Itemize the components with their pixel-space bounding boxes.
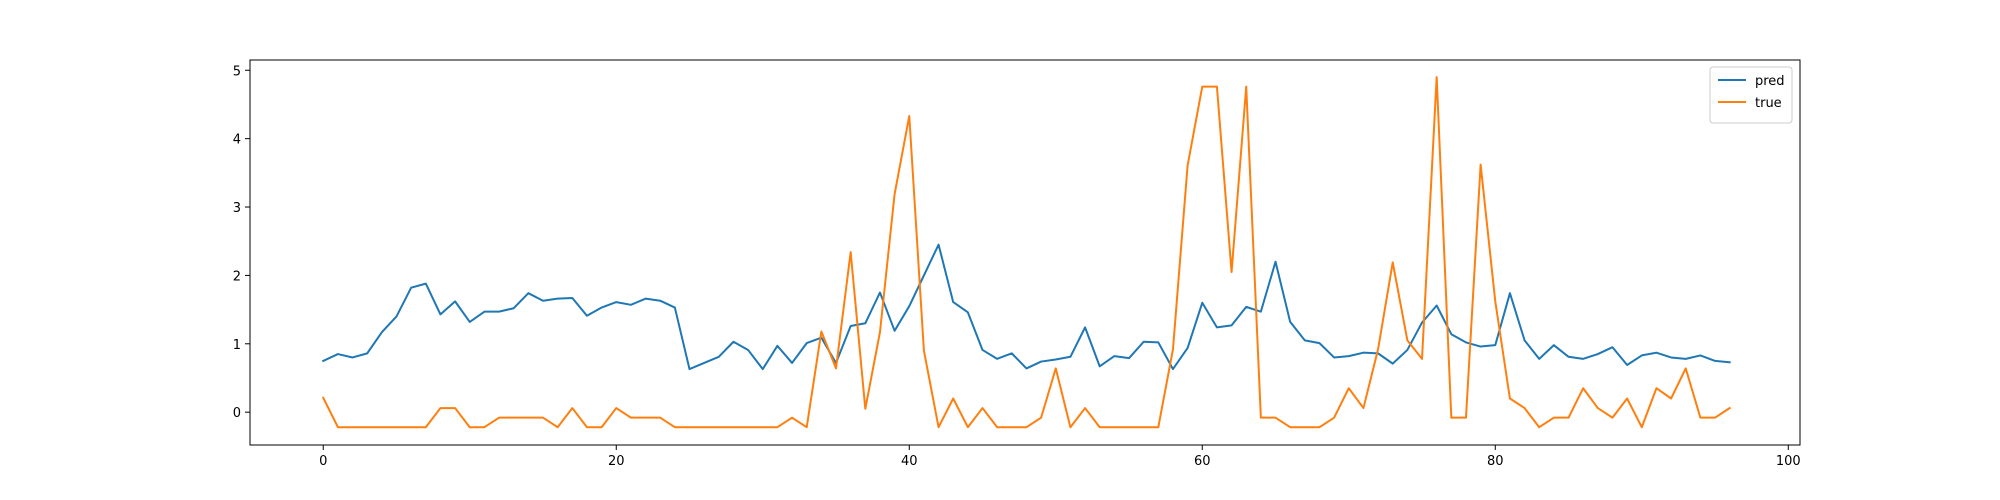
x-tick-label: 20 [608,454,625,469]
series-layer [321,76,1732,429]
y-tick-label: 2 [233,269,241,284]
x-tick-label: 60 [1194,454,1211,469]
y-tick-label: 0 [233,406,241,421]
y-axis: 0 1 2 3 4 5 [233,64,250,421]
x-tick-label: 0 [319,454,327,469]
legend: pred true [1709,66,1793,124]
y-tick-label: 1 [233,338,241,353]
plot-background [250,60,1800,445]
series-line-true [321,76,1732,429]
x-tick-label: 100 [1776,454,1801,469]
legend-label-pred: pred [1755,74,1785,89]
plot-frame [249,59,1801,446]
y-tick-label: 5 [233,64,241,79]
x-axis: 0 20 40 60 80 100 [319,445,1801,469]
y-tick-label: 3 [233,201,241,216]
y-tick-label: 4 [233,133,241,148]
series-line-pred [321,243,1731,371]
x-tick-label: 80 [1487,454,1504,469]
legend-label-true: true [1755,96,1782,111]
x-tick-label: 40 [901,454,918,469]
